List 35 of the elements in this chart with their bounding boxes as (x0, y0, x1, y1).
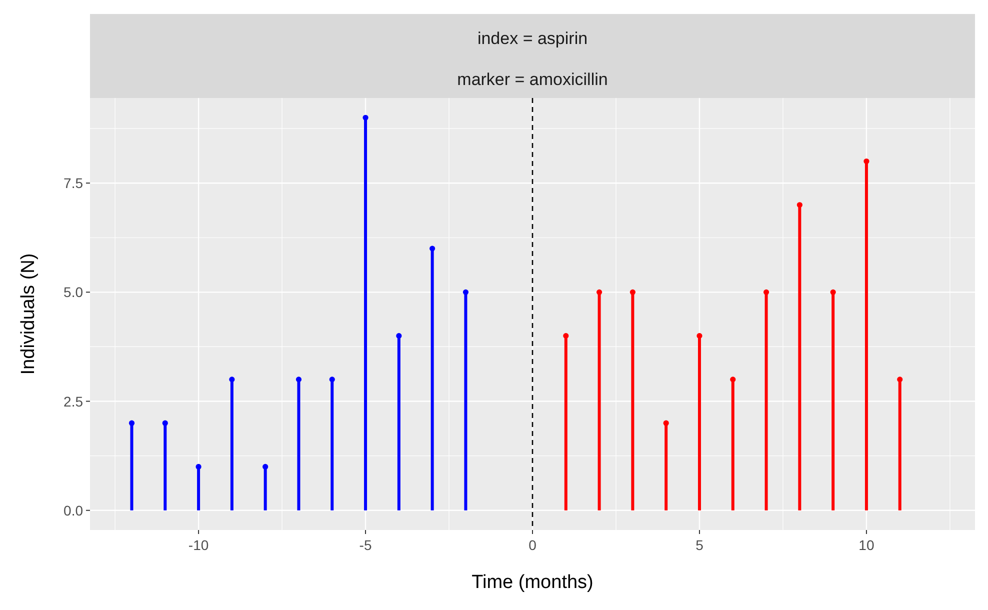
point (696, 333, 702, 339)
y-tick-label: 0.0 (64, 502, 84, 518)
point (897, 376, 903, 382)
point (196, 464, 202, 470)
point (329, 376, 335, 382)
point (563, 333, 569, 339)
x-tick-label: 0 (528, 537, 537, 553)
point (796, 202, 802, 208)
point (630, 289, 636, 295)
point (830, 289, 836, 295)
chart-subtitle: marker = amoxicillin (457, 70, 608, 89)
point (730, 376, 736, 382)
point (362, 114, 368, 120)
point (296, 376, 302, 382)
chart-title: index = aspirin (477, 29, 588, 48)
y-tick-label: 7.5 (64, 175, 84, 192)
y-tick-label: 5.0 (64, 284, 84, 300)
x-tick-label: -5 (359, 537, 372, 553)
point (596, 289, 602, 295)
point (262, 464, 268, 470)
point (462, 289, 469, 295)
point (162, 420, 168, 426)
point (128, 420, 135, 426)
x-tick-label: 10 (858, 537, 874, 553)
x-tick-label: 5 (696, 537, 704, 553)
y-axis-title: Individuals (N) (18, 253, 39, 375)
point (663, 420, 669, 426)
point (430, 246, 436, 252)
x-axis-title: Time (months) (472, 572, 594, 593)
point (229, 376, 235, 382)
point (396, 333, 402, 339)
point (864, 158, 870, 164)
y-tick-label: 2.5 (64, 393, 84, 410)
point (763, 289, 770, 295)
x-tick-label: -10 (188, 537, 209, 553)
